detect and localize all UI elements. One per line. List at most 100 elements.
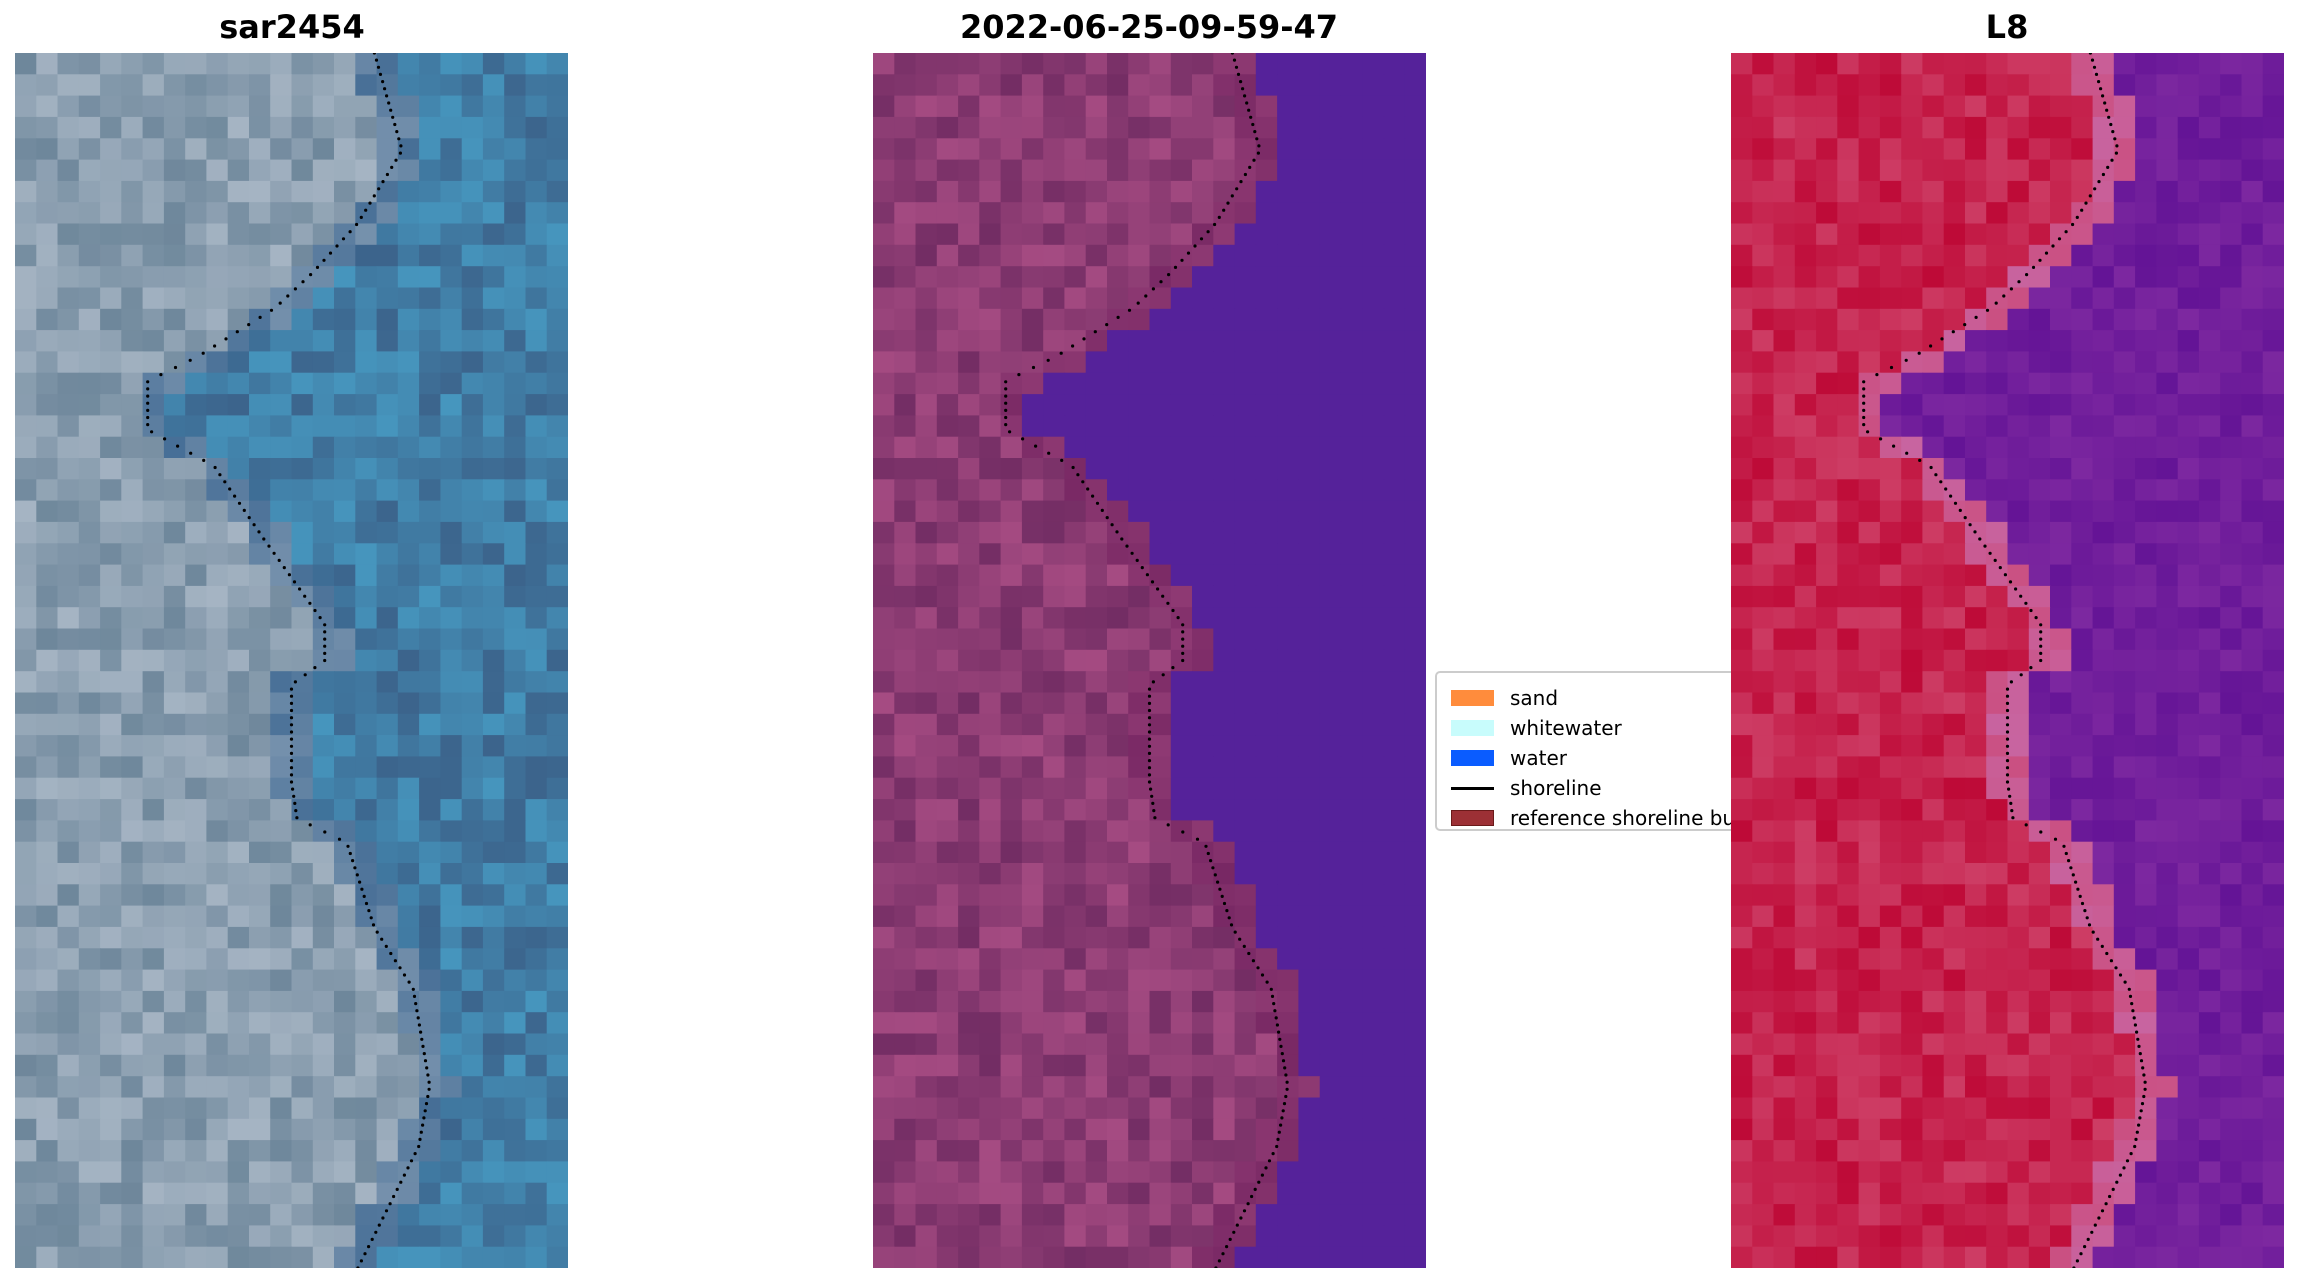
image-pixel <box>1340 671 1363 694</box>
image-pixel <box>894 863 917 885</box>
image-pixel <box>2028 202 2051 225</box>
image-pixel <box>504 287 527 310</box>
image-pixel <box>2135 116 2157 139</box>
shoreline-point <box>1166 823 1170 827</box>
image-pixel <box>1404 521 1426 544</box>
image-pixel <box>206 436 229 459</box>
image-pixel <box>440 180 463 203</box>
image-pixel <box>397 863 420 885</box>
image-pixel <box>1404 905 1426 928</box>
image-pixel <box>142 1225 165 1248</box>
image-pixel <box>1383 180 1406 203</box>
image-pixel <box>1922 95 1945 118</box>
image-pixel <box>440 1225 463 1248</box>
image-pixel <box>355 1118 378 1141</box>
image-pixel <box>270 1204 293 1226</box>
image-pixel <box>1255 1182 1278 1205</box>
image-pixel <box>2262 95 2284 118</box>
image-pixel <box>142 1012 165 1035</box>
image-pixel <box>1298 1140 1321 1162</box>
image-pixel <box>1816 330 1838 352</box>
image-pixel <box>894 223 917 246</box>
shoreline-point <box>242 508 246 512</box>
image-pixel <box>1965 799 1987 821</box>
image-pixel <box>163 820 186 843</box>
image-pixel <box>1362 692 1385 715</box>
image-pixel <box>1986 436 2009 459</box>
image-pixel <box>1128 607 1151 630</box>
image-pixel <box>2050 820 2072 843</box>
image-pixel <box>2220 713 2243 736</box>
image-pixel <box>270 1054 293 1077</box>
image-pixel <box>78 799 101 821</box>
image-pixel <box>142 564 165 587</box>
image-pixel <box>504 628 527 651</box>
image-pixel <box>1858 1225 1881 1248</box>
shoreline-point <box>1230 53 1234 55</box>
image-pixel <box>1298 756 1321 779</box>
image-pixel <box>1901 202 1924 225</box>
image-pixel <box>1234 564 1257 587</box>
image-pixel <box>2050 202 2072 225</box>
image-pixel <box>142 543 165 566</box>
image-pixel <box>1752 820 1775 843</box>
image-pixel <box>121 777 144 800</box>
image-pixel <box>334 756 356 779</box>
image-pixel <box>546 1225 568 1248</box>
image-pixel <box>936 479 959 502</box>
image-pixel <box>1064 53 1087 75</box>
shoreline-point <box>1958 508 1962 512</box>
image-pixel <box>979 330 1002 352</box>
image-pixel <box>57 777 80 800</box>
image-pixel <box>419 799 441 821</box>
image-pixel <box>1943 308 1966 331</box>
image-pixel <box>334 990 356 1013</box>
shoreline-point <box>1275 1144 1279 1149</box>
image-pixel <box>504 53 527 75</box>
image-pixel <box>1170 287 1193 310</box>
shoreline-point <box>2005 751 2010 756</box>
image-pixel <box>1901 287 1924 310</box>
image-pixel <box>1255 1246 1278 1268</box>
image-pixel <box>270 436 293 459</box>
image-pixel <box>1043 1161 1066 1184</box>
image-pixel <box>461 713 484 736</box>
image-pixel <box>1255 1204 1278 1226</box>
image-pixel <box>1922 884 1945 907</box>
image-pixel <box>36 138 59 161</box>
image-pixel <box>1731 159 1753 182</box>
shoreline-point <box>1140 566 1144 570</box>
image-pixel <box>1107 53 1129 75</box>
image-pixel <box>2050 713 2072 736</box>
image-pixel <box>121 564 144 587</box>
image-pixel <box>121 649 144 672</box>
shoreline-point <box>1257 144 1261 148</box>
image-pixel <box>1752 1182 1775 1205</box>
image-pixel <box>1986 116 2009 139</box>
image-pixel <box>873 948 895 971</box>
shoreline-point <box>2007 787 2011 791</box>
image-pixel <box>1277 394 1299 416</box>
image-pixel <box>936 777 959 800</box>
image-pixel <box>1383 159 1406 182</box>
image-pixel <box>1816 585 1838 608</box>
shoreline-point <box>2029 666 2033 670</box>
image-pixel <box>1170 372 1193 395</box>
image-pixel <box>1170 521 1193 544</box>
image-pixel <box>1986 841 2009 864</box>
image-pixel <box>2262 1225 2284 1248</box>
image-pixel <box>1362 372 1385 395</box>
shoreline-point <box>422 1052 426 1056</box>
image-pixel <box>397 607 420 630</box>
image-pixel <box>1277 948 1299 971</box>
shoreline-point <box>2108 1194 2112 1199</box>
image-pixel <box>2220 95 2243 118</box>
image-pixel <box>100 159 122 182</box>
image-pixel <box>1043 521 1066 544</box>
image-pixel <box>1319 863 1342 885</box>
image-pixel <box>2198 692 2221 715</box>
image-pixel <box>15 1204 37 1226</box>
image-pixel <box>78 884 101 907</box>
image-pixel <box>440 436 463 459</box>
image-pixel <box>2241 223 2264 246</box>
